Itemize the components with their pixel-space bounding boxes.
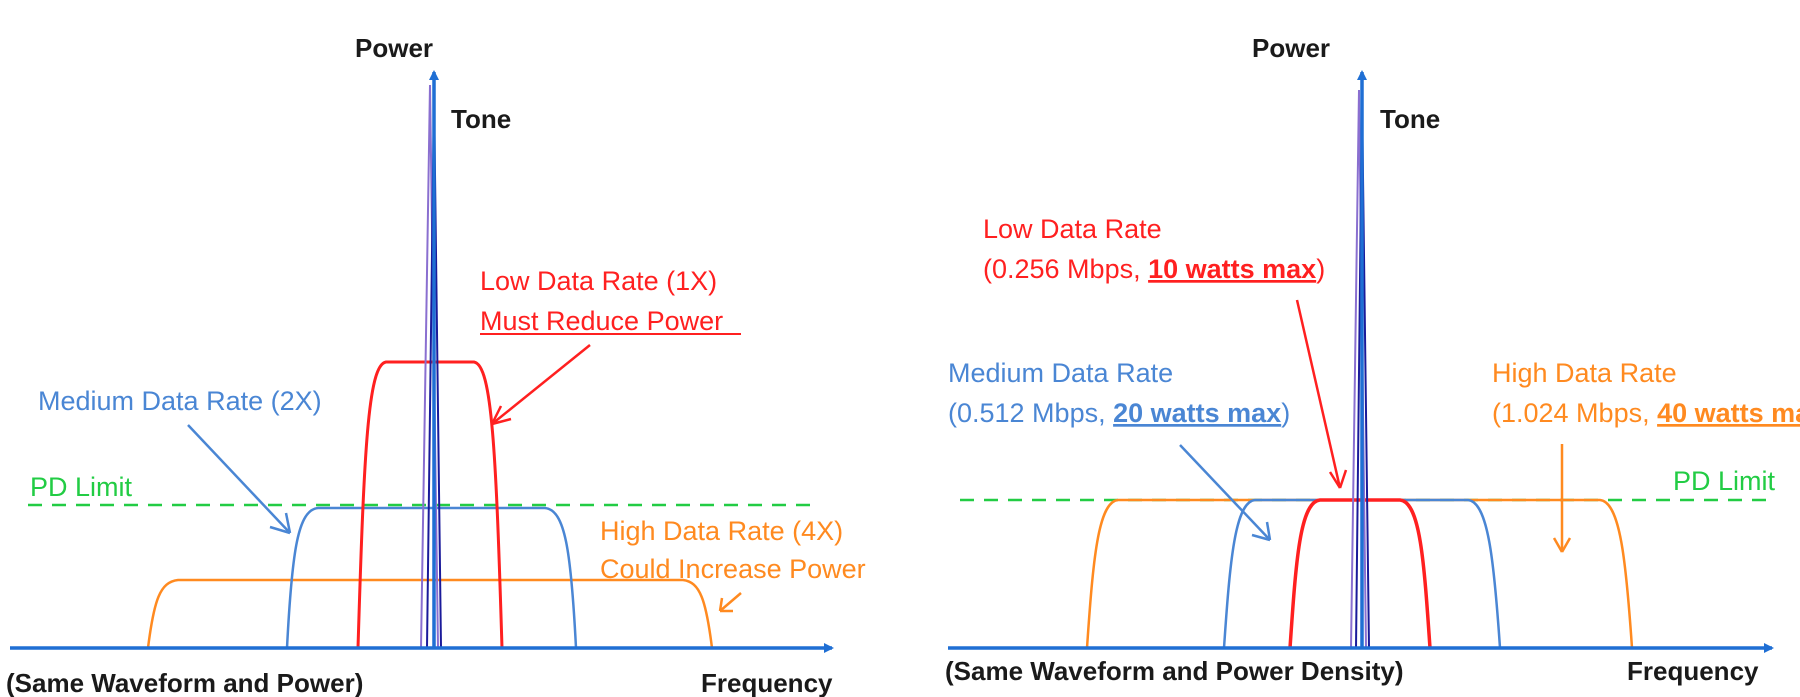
- left-high-rate-arrow: [718, 592, 742, 613]
- right-tone-label: Tone: [1380, 104, 1440, 134]
- right-pd-limit-label: PD Limit: [1673, 466, 1776, 496]
- left-caption: (Same Waveform and Power): [6, 668, 363, 697]
- right-high-rate-power: 40 watts max: [1657, 398, 1800, 428]
- left-medium-rate-label: Medium Data Rate (2X): [38, 386, 322, 416]
- right-low-rate-label: Low Data Rate: [983, 214, 1162, 244]
- right-low-rate-power: 10 watts max: [1148, 254, 1316, 284]
- right-low-rate-curve: [1288, 498, 1432, 649]
- right-power-label: Power: [1252, 33, 1330, 63]
- left-pd-limit-label: PD Limit: [30, 472, 133, 502]
- right-high-rate-note: (1.024 Mbps, 40 watts max): [1492, 398, 1800, 428]
- right-frequency-label: Frequency: [1627, 656, 1759, 686]
- left-high-rate-label: High Data Rate (4X): [600, 516, 843, 546]
- right-low-rate-note: (0.256 Mbps, 10 watts max): [983, 254, 1325, 284]
- right-low-rate-arrow: [1295, 299, 1348, 489]
- left-low-rate-label: Low Data Rate (1X): [480, 266, 717, 296]
- left-power-label: Power: [355, 33, 433, 63]
- left-low-rate-arrow: [490, 344, 591, 426]
- right-medium-rate-note: (0.512 Mbps, 20 watts max): [948, 398, 1290, 428]
- right-medium-rate-label: Medium Data Rate: [948, 358, 1173, 388]
- right-medium-rate-power: 20 watts max: [1113, 398, 1281, 428]
- left-medium-rate-curve: [285, 506, 578, 649]
- right-panel: Power Tone (Same Waveform and Power Dens…: [945, 33, 1800, 686]
- left-panel: Power Tone (Same Waveform and Power) Fre…: [6, 33, 866, 697]
- left-tone-label: Tone: [451, 104, 511, 134]
- right-high-rate-label: High Data Rate: [1492, 358, 1677, 388]
- right-caption: (Same Waveform and Power Density): [945, 656, 1404, 686]
- left-low-rate-note: Must Reduce Power: [480, 306, 723, 336]
- left-high-rate-curve: [146, 578, 714, 649]
- left-frequency-label: Frequency: [701, 668, 833, 697]
- right-medium-rate-arrow: [1179, 444, 1272, 542]
- left-high-rate-note: Could Increase Power: [600, 554, 866, 584]
- right-high-rate-curve: [1085, 498, 1634, 649]
- left-medium-rate-arrow: [187, 424, 292, 535]
- right-high-rate-arrow: [1552, 444, 1572, 553]
